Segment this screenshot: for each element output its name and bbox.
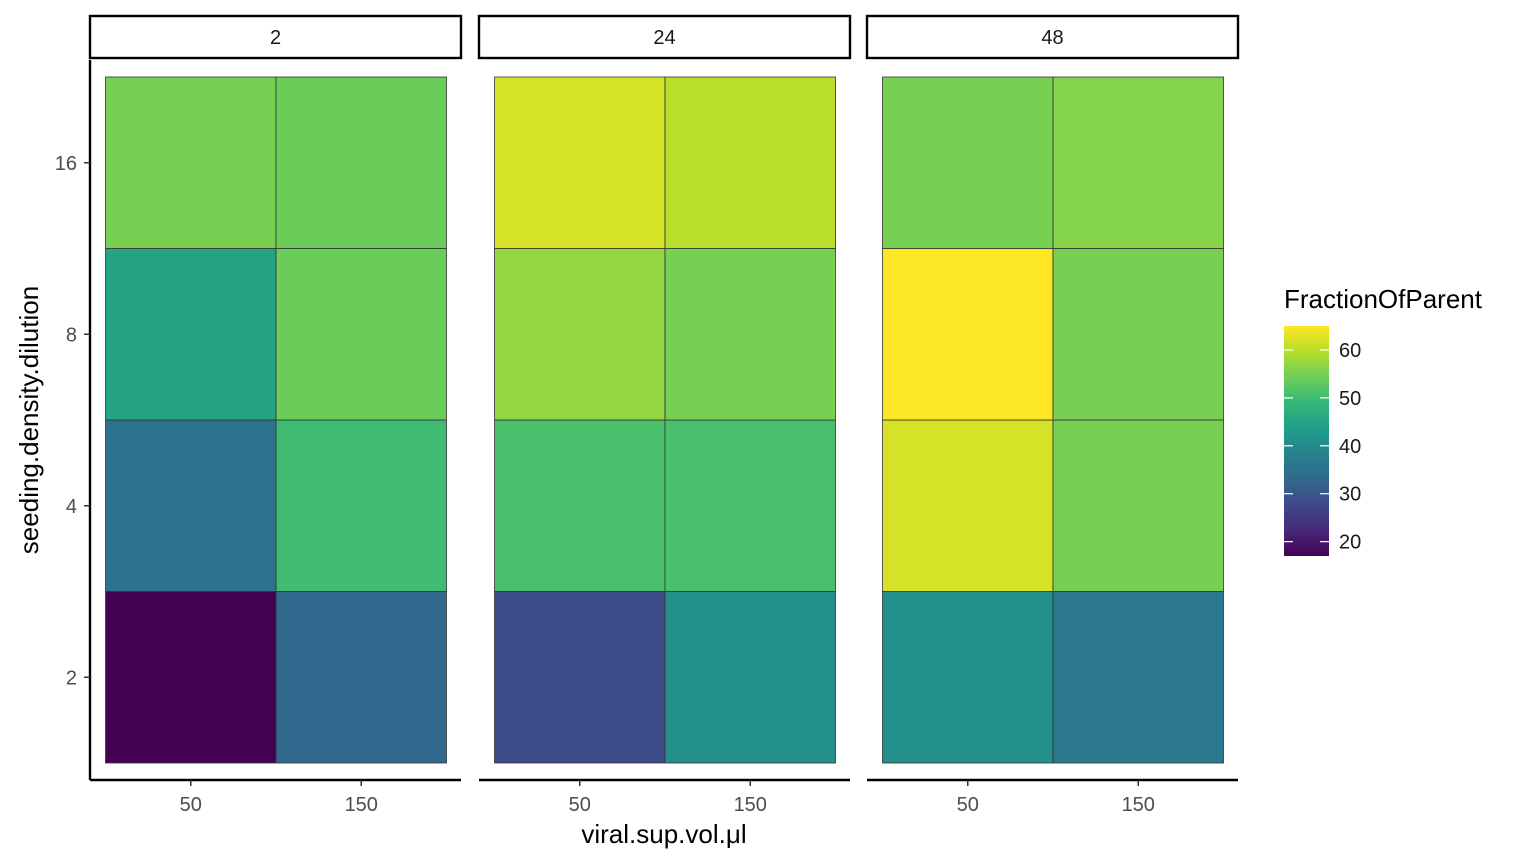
heatmap-cell <box>105 419 277 592</box>
facet-strip-label: 2 <box>270 27 281 49</box>
heatmap-cell <box>275 248 447 421</box>
heatmap-cell <box>275 76 447 249</box>
heatmap-cell <box>494 591 666 764</box>
heatmap-cell <box>105 591 277 764</box>
x-tick-label: 150 <box>734 794 767 816</box>
legend-tick-label: 60 <box>1339 340 1361 362</box>
heatmap-cell <box>664 419 836 592</box>
heatmap-cell <box>882 419 1054 592</box>
heatmap-cell <box>664 591 836 764</box>
legend-colorbar <box>1284 326 1329 556</box>
y-tick-label: 2 <box>66 667 77 689</box>
facet-strip-label: 24 <box>653 27 675 49</box>
x-tick-label: 150 <box>345 794 378 816</box>
heatmap-cell <box>1052 248 1224 421</box>
legend-title: FractionOfParent <box>1284 284 1483 314</box>
heatmap-cell <box>664 76 836 249</box>
legend-tick-label: 20 <box>1339 532 1361 554</box>
y-tick-label: 16 <box>55 153 77 175</box>
heatmap-cell <box>882 76 1054 249</box>
heatmap-cell <box>882 248 1054 421</box>
y-tick-label: 4 <box>66 496 77 518</box>
facet-panel-2: 2 50 150 2 4 8 16 <box>55 14 463 816</box>
heatmap-cell <box>494 248 666 421</box>
heatmap-cell <box>882 591 1054 764</box>
heatmap-cell <box>275 591 447 764</box>
y-tick-label: 8 <box>66 324 77 346</box>
heatmap-cell <box>1052 591 1224 764</box>
color-legend: 20 30 40 50 60 <box>1284 326 1361 556</box>
legend-tick-label: 50 <box>1339 388 1361 410</box>
y-axis-title: seeding.density.dilution <box>14 286 44 554</box>
x-tick-label: 50 <box>180 794 202 816</box>
legend-tick-label: 40 <box>1339 436 1361 458</box>
facet-panel-24: 24 50 150 <box>477 14 852 816</box>
heatmap-cell <box>105 248 277 421</box>
facet-strip <box>477 14 852 60</box>
heatmap-cell <box>105 76 277 249</box>
heatmap-cell <box>1052 76 1224 249</box>
heatmap-cell <box>494 419 666 592</box>
facet-strip <box>865 14 1240 60</box>
heatmap-cell <box>494 76 666 249</box>
x-axis-title: viral.sup.vol.μl <box>581 819 746 849</box>
heatmap-cell <box>1052 419 1224 592</box>
legend-tick-label: 30 <box>1339 484 1361 506</box>
x-tick-label: 50 <box>957 794 979 816</box>
facet-strip <box>88 14 463 60</box>
facet-panel-48: 48 50 150 <box>865 14 1240 816</box>
facet-strip-label: 48 <box>1041 27 1063 49</box>
heatmap-cell <box>275 419 447 592</box>
heatmap-cell <box>664 248 836 421</box>
x-tick-label: 150 <box>1122 794 1155 816</box>
x-tick-label: 50 <box>569 794 591 816</box>
